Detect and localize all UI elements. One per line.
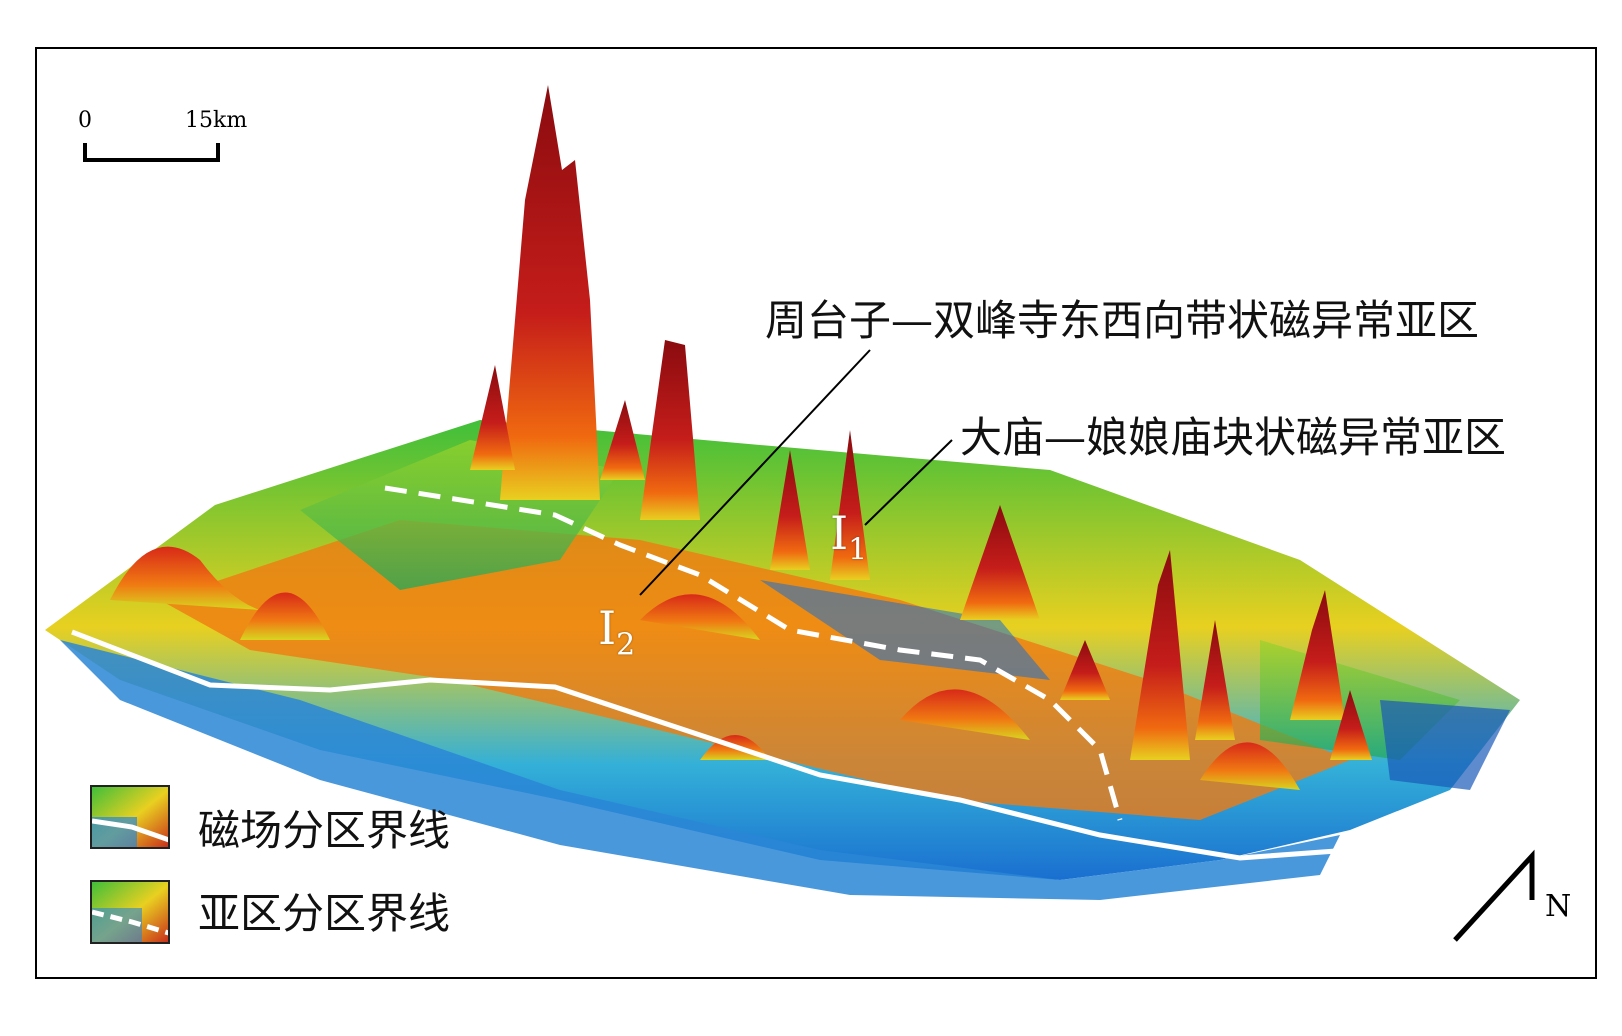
leader-line-subregion-2: [864, 439, 953, 526]
legend-label-dashed: 亚区分区界线: [198, 889, 451, 938]
subregion-1-annotation: 周台子—双峰寺东西向带状磁异常亚区: [765, 296, 1480, 345]
anomaly-peak: [1060, 640, 1110, 700]
magnetic-zone-boundary-line: [71, 629, 1351, 861]
legend-swatch-dashed: [90, 880, 170, 944]
scale-bar-end-label: 15km: [185, 108, 248, 133]
anomaly-peak-main: [500, 85, 600, 500]
map-frame: [35, 47, 1597, 979]
leader-line-subregion-1: [639, 349, 871, 596]
terrain-blue-trough: [760, 580, 1050, 680]
terrain-front-skirt: [60, 640, 1340, 900]
anomaly-peak: [1130, 550, 1190, 760]
north-arrow-label: N: [1545, 889, 1572, 924]
subregion-2-annotation: 大庙—娘娘庙块状磁异常亚区: [960, 413, 1507, 462]
anomaly-hill: [900, 689, 1030, 740]
zone-label-i1: I1: [830, 506, 868, 568]
zone-label-i2: I2: [598, 601, 636, 663]
terrain-blue-trough: [1380, 700, 1510, 790]
subregion-boundary-line: [384, 485, 1123, 821]
anomaly-hill: [640, 594, 760, 640]
anomaly-hill: [240, 592, 330, 640]
anomaly-peak: [600, 400, 645, 480]
north-arrow-icon: [1453, 849, 1535, 942]
anomaly-hill: [110, 546, 260, 610]
anomaly-peak: [770, 450, 810, 570]
anomaly-peak: [1330, 690, 1372, 760]
terrain-orange-band: [160, 520, 1350, 820]
anomaly-peak: [1195, 620, 1235, 740]
anomaly-peak: [830, 430, 870, 580]
anomaly-peak: [960, 505, 1040, 620]
scale-bar: [83, 143, 220, 162]
anomaly-peak: [470, 365, 515, 470]
legend-swatch-solid: [90, 785, 170, 849]
anomaly-peak: [640, 340, 700, 520]
anomaly-hill: [1200, 742, 1300, 790]
scale-bar-start-label: 0: [78, 108, 92, 133]
anomaly-peak: [1290, 590, 1345, 720]
legend-label-solid: 磁场分区界线: [198, 806, 451, 855]
